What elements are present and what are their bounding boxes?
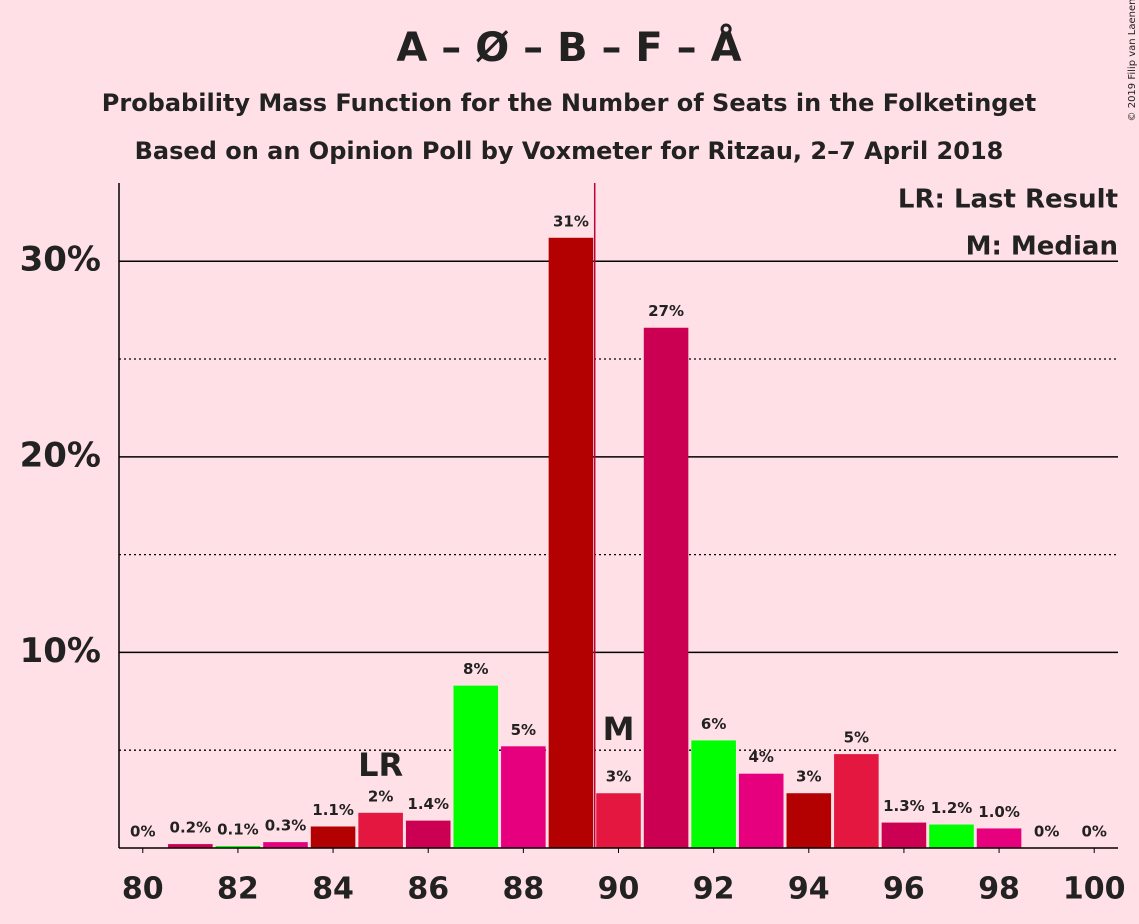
x-tick-label: 92 [693, 872, 735, 907]
data-label: 1.3% [883, 797, 925, 815]
bar [881, 822, 927, 848]
bar [738, 773, 784, 848]
bar [358, 812, 403, 848]
bar [501, 746, 546, 848]
bar [976, 828, 1022, 848]
legend-entry: M: Median [966, 232, 1118, 262]
bar [548, 237, 594, 848]
data-label: 0% [1034, 823, 1059, 841]
legend-entry: LR: Last Result [898, 185, 1118, 215]
copyright: © 2019 Filip van Laenen [1127, 0, 1138, 121]
data-label: 0.2% [170, 819, 212, 837]
data-label: 3% [796, 768, 821, 786]
chart-subtitle: Based on an Opinion Poll by Voxmeter for… [135, 137, 1004, 165]
chart-title: A – Ø – B – F – Å [396, 22, 741, 71]
data-label: 1.4% [407, 795, 449, 813]
x-tick-label: 94 [788, 872, 830, 907]
y-tick-label: 10% [20, 631, 101, 671]
data-label: 3% [606, 768, 631, 786]
bar [834, 754, 879, 848]
last-result-label: LR [358, 746, 403, 784]
chart-subtitle: Probability Mass Function for the Number… [102, 89, 1036, 117]
bar [168, 844, 213, 848]
data-label: 4% [748, 748, 773, 766]
data-label: 0.3% [265, 817, 307, 835]
data-label: 0.1% [217, 821, 259, 839]
x-tick-label: 90 [598, 872, 640, 907]
bar [929, 824, 974, 848]
bar [643, 327, 689, 848]
x-tick-label: 80 [122, 872, 164, 907]
bar [691, 740, 736, 848]
data-label: 2% [368, 787, 393, 805]
bar [215, 846, 261, 848]
data-label: 8% [463, 660, 488, 678]
bar [453, 685, 499, 848]
x-tick-label: 100 [1063, 872, 1126, 907]
data-label: 1.2% [931, 799, 973, 817]
data-label: 1.1% [312, 801, 354, 819]
x-tick-label: 86 [407, 872, 449, 907]
bar [786, 793, 832, 848]
data-label: 6% [701, 715, 726, 733]
y-tick-label: 30% [20, 240, 101, 280]
bar [310, 826, 356, 848]
x-tick-label: 88 [502, 872, 544, 907]
bar [405, 820, 451, 848]
y-tick-label: 20% [20, 435, 101, 475]
x-tick-label: 98 [978, 872, 1020, 907]
data-label: 0% [1081, 823, 1106, 841]
median-label: M [603, 710, 635, 748]
bar [263, 842, 308, 848]
bar [596, 793, 641, 848]
data-label: 27% [648, 302, 684, 320]
data-label: 1.0% [978, 803, 1020, 821]
data-label: 31% [553, 212, 589, 230]
data-label: 0% [130, 823, 155, 841]
x-tick-label: 96 [883, 872, 925, 907]
data-label: 5% [511, 721, 536, 739]
data-label: 5% [844, 729, 869, 747]
x-tick-label: 82 [217, 872, 259, 907]
x-tick-label: 84 [312, 872, 354, 907]
